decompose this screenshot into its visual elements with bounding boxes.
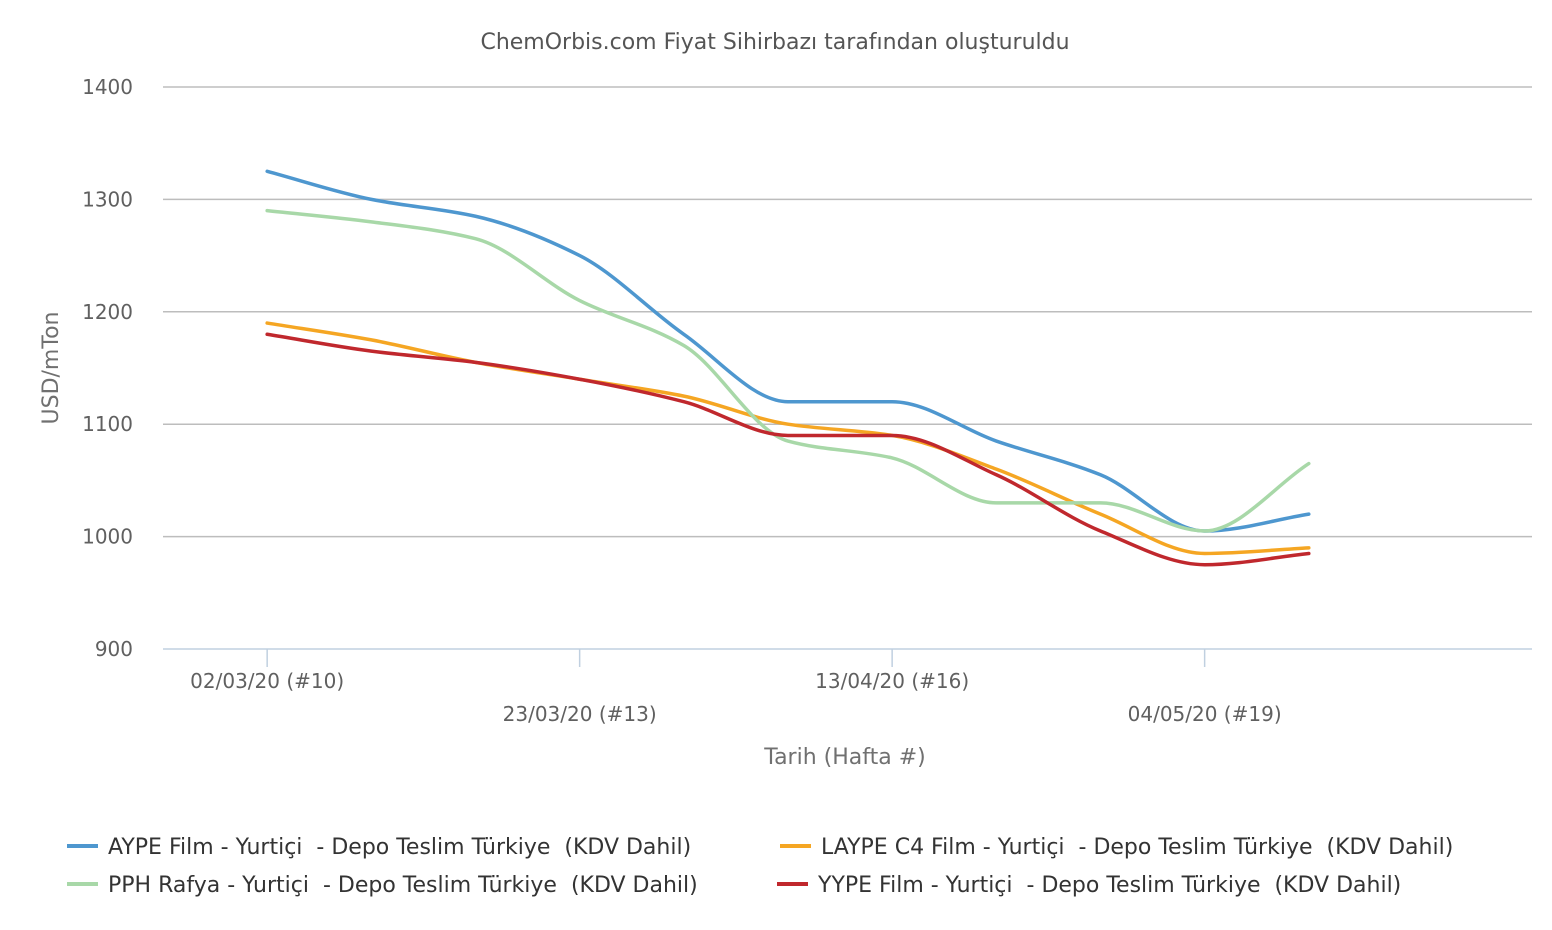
legend-label-laype-c4-film[interactable]: LAYPE C4 Film - Yurtiçi - Depo Teslim Tü… [821,835,1453,860]
grid-lines [163,86,1532,538]
y-axis-title: USD/mTon [39,312,64,425]
series-lines [265,169,1311,567]
series-line-pph-rafya [265,208,1311,533]
y-tick-label: 1000 [82,525,133,549]
series-line-laype-c4-film [265,321,1311,556]
legend-label-aype-film[interactable]: AYPE Film - Yurtiçi - Depo Teslim Türkiy… [108,835,691,860]
y-axis: 900 1000 1100 1200 1300 1400 [82,75,133,661]
y-tick-label: 1400 [82,75,133,99]
y-tick-label: 900 [95,637,133,661]
series-line-yype-film [265,332,1311,567]
legend: AYPE Film - Yurtiçi - Depo Teslim Türkiy… [67,835,1453,898]
legend-label-yype-film[interactable]: YYPE Film - Yurtiçi - Depo Teslim Türkiy… [817,873,1401,898]
x-tick-label: 04/05/20 (#19) [1128,702,1282,726]
y-tick-label: 1200 [82,300,133,324]
x-axis-title: Tarih (Hafta #) [763,745,925,770]
x-tick-label: 02/03/20 (#10) [190,669,344,693]
chart-title: ChemOrbis.com Fiyat Sihirbazı tarafından… [480,30,1069,55]
y-tick-label: 1300 [82,187,133,211]
series-line-aype-film [265,169,1311,533]
x-axis: 02/03/20 (#10) 23/03/20 (#13) 13/04/20 (#1… [163,648,1532,726]
legend-label-pph-rafya[interactable]: PPH Rafya - Yurtiçi - Depo Teslim Türkiy… [108,873,698,898]
x-tick-label: 23/03/20 (#13) [503,702,657,726]
x-tick-label: 13/04/20 (#16) [815,669,969,693]
y-tick-label: 1100 [82,412,133,436]
